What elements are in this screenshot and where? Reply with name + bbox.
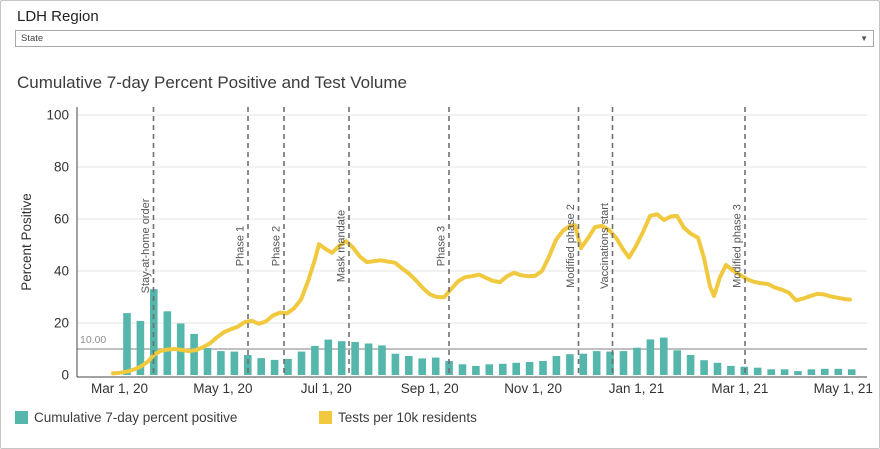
- bar-cumulative-percent-positive[interactable]: [217, 351, 225, 375]
- x-tick-label: Mar 1, 20: [91, 381, 148, 396]
- bar-cumulative-percent-positive[interactable]: [176, 323, 185, 376]
- bar-cumulative-percent-positive[interactable]: [257, 358, 265, 375]
- bar-cumulative-percent-positive[interactable]: [163, 311, 172, 375]
- bar-cumulative-percent-positive[interactable]: [794, 371, 802, 375]
- bar-cumulative-percent-positive[interactable]: [284, 358, 292, 375]
- bar-cumulative-percent-positive[interactable]: [780, 369, 789, 375]
- y-tick-label: 100: [46, 108, 69, 123]
- bar-cumulative-percent-positive[interactable]: [633, 347, 641, 375]
- bar-cumulative-percent-positive[interactable]: [324, 339, 333, 375]
- event-label: Stay-at-home order: [140, 198, 152, 293]
- bar-cumulative-percent-positive[interactable]: [190, 333, 198, 375]
- bar-cumulative-percent-positive[interactable]: [673, 350, 681, 375]
- bar-cumulative-percent-positive[interactable]: [767, 369, 775, 375]
- event-label: Phase 2: [271, 226, 283, 266]
- bar-cumulative-percent-positive[interactable]: [485, 364, 494, 375]
- y-tick-label: 40: [54, 264, 69, 279]
- x-tick-label: May 1, 21: [814, 381, 873, 396]
- x-tick-label: Nov 1, 20: [504, 381, 562, 396]
- chevron-down-icon: ▼: [860, 33, 868, 43]
- bar-cumulative-percent-positive[interactable]: [552, 356, 561, 375]
- event-label: Vaccinations start: [599, 203, 611, 289]
- bar-cumulative-percent-positive[interactable]: [579, 353, 588, 375]
- region-select[interactable]: State ▼: [15, 30, 874, 47]
- bar-cumulative-percent-positive[interactable]: [378, 345, 386, 375]
- bar-cumulative-percent-positive[interactable]: [660, 337, 668, 375]
- bar-cumulative-percent-positive[interactable]: [539, 361, 547, 375]
- chart-title: Cumulative 7-day Percent Positive and Te…: [17, 73, 407, 92]
- bar-cumulative-percent-positive[interactable]: [834, 368, 843, 375]
- bar-cumulative-percent-positive[interactable]: [203, 348, 212, 375]
- x-tick-label: Sep 1, 20: [401, 381, 459, 396]
- x-tick-label: Mar 1, 21: [711, 381, 768, 396]
- bar-cumulative-percent-positive[interactable]: [311, 345, 319, 375]
- legend-item-percent-positive[interactable]: Cumulative 7-day percent positive: [15, 410, 237, 425]
- bar-cumulative-percent-positive[interactable]: [431, 357, 440, 375]
- legend-swatch: [15, 411, 28, 424]
- legend-item-tests[interactable]: Tests per 10k residents: [319, 410, 477, 425]
- bar-cumulative-percent-positive[interactable]: [753, 367, 762, 375]
- bar-cumulative-percent-positive[interactable]: [713, 362, 722, 375]
- bar-cumulative-percent-positive[interactable]: [807, 369, 816, 375]
- region-filter-label: LDH Region: [17, 8, 99, 25]
- bar-cumulative-percent-positive[interactable]: [150, 289, 158, 375]
- bar-cumulative-percent-positive[interactable]: [525, 362, 534, 375]
- reference-line-label: 10.00: [80, 334, 106, 346]
- y-tick-label: 0: [61, 368, 69, 383]
- bar-cumulative-percent-positive[interactable]: [619, 351, 628, 375]
- event-label: Modified phase 3: [732, 204, 744, 288]
- bar-cumulative-percent-positive[interactable]: [244, 355, 252, 375]
- bar-cumulative-percent-positive[interactable]: [566, 354, 574, 375]
- bar-cumulative-percent-positive[interactable]: [297, 351, 306, 375]
- bar-cumulative-percent-positive[interactable]: [351, 342, 359, 375]
- bar-cumulative-percent-positive[interactable]: [686, 355, 695, 375]
- bar-cumulative-percent-positive[interactable]: [364, 343, 373, 376]
- bar-cumulative-percent-positive[interactable]: [847, 369, 856, 375]
- bar-cumulative-percent-positive[interactable]: [606, 351, 614, 375]
- bar-cumulative-percent-positive[interactable]: [270, 359, 279, 375]
- bar-cumulative-percent-positive[interactable]: [136, 320, 145, 375]
- bar-cumulative-percent-positive[interactable]: [337, 341, 346, 375]
- tests-per-10k-line[interactable]: [111, 212, 852, 376]
- y-tick-label: 60: [54, 212, 69, 227]
- bar-cumulative-percent-positive[interactable]: [740, 366, 749, 375]
- region-select-value: State: [21, 33, 44, 44]
- bar-cumulative-percent-positive[interactable]: [445, 361, 453, 375]
- y-tick-label: 80: [54, 160, 69, 175]
- legend: Cumulative 7-day percent positive Tests …: [1, 405, 879, 435]
- bar-cumulative-percent-positive[interactable]: [499, 363, 507, 375]
- bar-cumulative-percent-positive[interactable]: [123, 313, 131, 375]
- event-label: Modified phase 2: [565, 204, 577, 288]
- bar-cumulative-percent-positive[interactable]: [646, 339, 655, 375]
- x-tick-label: Jul 1, 20: [301, 381, 352, 396]
- event-label: Phase 1: [235, 226, 247, 266]
- bar-cumulative-percent-positive[interactable]: [458, 364, 467, 375]
- bar-cumulative-percent-positive[interactable]: [472, 365, 480, 375]
- event-label: Phase 3: [436, 226, 448, 266]
- y-tick-label: 20: [54, 316, 69, 331]
- legend-swatch: [319, 411, 332, 424]
- bar-cumulative-percent-positive[interactable]: [512, 362, 520, 375]
- bar-cumulative-percent-positive[interactable]: [727, 365, 735, 375]
- x-tick-label: May 1, 20: [193, 381, 252, 396]
- bar-cumulative-percent-positive[interactable]: [592, 351, 601, 375]
- bar-cumulative-percent-positive[interactable]: [230, 351, 239, 375]
- bar-cumulative-percent-positive[interactable]: [700, 360, 708, 375]
- bar-cumulative-percent-positive[interactable]: [418, 358, 426, 375]
- bar-cumulative-percent-positive[interactable]: [391, 353, 400, 375]
- event-label: Mask mandate: [336, 210, 348, 282]
- x-tick-label: Jan 1, 21: [609, 381, 665, 396]
- bar-cumulative-percent-positive[interactable]: [405, 356, 413, 375]
- bar-cumulative-percent-positive[interactable]: [821, 368, 829, 375]
- legend-label: Tests per 10k residents: [338, 410, 477, 425]
- y-axis-title: Percent Positive: [19, 193, 34, 291]
- legend-label: Cumulative 7-day percent positive: [34, 410, 238, 425]
